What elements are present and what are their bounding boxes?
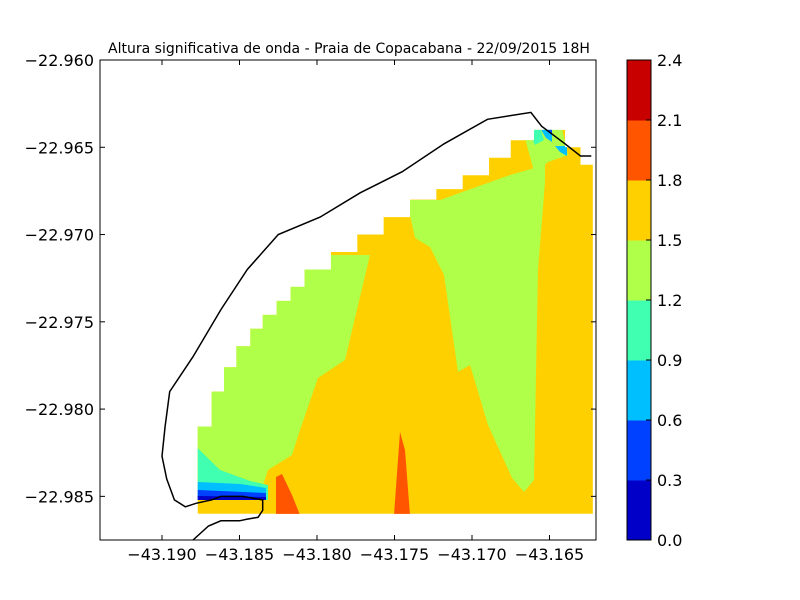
colorbar-label: 1.2 (657, 291, 682, 310)
plot-area (99, 59, 597, 541)
colorbar-label: 1.8 (657, 171, 682, 190)
colorbar-label: 0.9 (657, 351, 682, 370)
colorbar-segment (627, 180, 651, 241)
colorbar-segment (627, 480, 651, 541)
y-axis: −22.960 −22.965 −22.970 −22.975 −22.980 −22.9… (25, 51, 596, 506)
y-tick-label: −22.980 (25, 400, 94, 419)
colorbar-label: 1.5 (657, 231, 682, 250)
colorbar-segment (627, 60, 651, 121)
band-0.6-0.9-e (555, 146, 567, 156)
colorbar-label: 0.0 (657, 531, 682, 550)
y-tick-label: −22.965 (25, 138, 94, 157)
x-tick-label: −43.190 (127, 545, 196, 564)
colorbar-segment (627, 120, 651, 181)
y-tick-label: −22.975 (25, 313, 94, 332)
colorbar-label: 0.3 (657, 471, 682, 490)
colorbar-segment (627, 240, 651, 301)
y-tick-label: −22.985 (25, 487, 94, 506)
colorbar-segment (627, 360, 651, 421)
coastline (161, 111, 592, 540)
x-tick-label: −43.175 (360, 545, 429, 564)
x-tick-label: −43.185 (205, 545, 274, 564)
x-tick-label: −43.170 (437, 545, 506, 564)
colorbar-segment (627, 420, 651, 481)
x-tick-label: −43.180 (282, 545, 351, 564)
contour-fill (197, 129, 593, 514)
y-tick-label: −22.960 (25, 51, 94, 70)
colorbar-label: 2.4 (657, 51, 682, 70)
colorbar-label: 0.6 (657, 411, 682, 430)
x-axis: −43.190 −43.185 −43.180 −43.175 −43.170 −43.1… (127, 60, 584, 564)
colorbar-label: 2.1 (657, 111, 682, 130)
x-tick-label: −43.165 (515, 545, 584, 564)
y-tick-label: −22.970 (25, 226, 94, 245)
band-2.1-2.4-west (276, 474, 300, 514)
colorbar: 0.0 0.3 0.6 0.9 1.2 1.5 1.8 2.1 2.4 (626, 51, 682, 550)
band-1.2-1.5-east (405, 165, 545, 492)
band-2.1-2.4-center (394, 432, 410, 514)
plot-frame (99, 59, 597, 541)
colorbar-segment (627, 300, 651, 361)
chart-title: Altura significativa de onda - Praia de … (108, 41, 590, 57)
